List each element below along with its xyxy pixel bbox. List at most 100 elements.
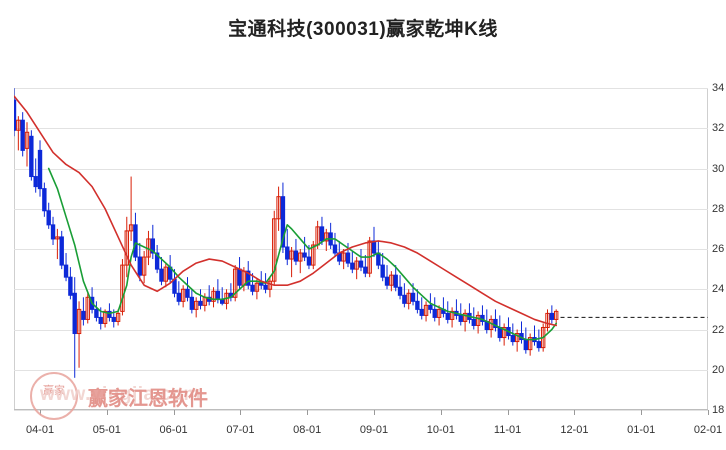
x-tick-label: 10-01 bbox=[426, 424, 455, 436]
candle bbox=[311, 240, 316, 270]
candle bbox=[50, 216, 56, 245]
candle bbox=[272, 210, 277, 286]
candle bbox=[120, 259, 125, 316]
x-tick-label: 06-01 bbox=[159, 424, 188, 436]
candle bbox=[501, 323, 507, 346]
x-tick-label: 12-01 bbox=[560, 424, 589, 436]
grid-line bbox=[14, 289, 708, 291]
x-tick-label: 05-01 bbox=[92, 424, 121, 436]
candle bbox=[545, 309, 550, 332]
y-tick-label: 26 bbox=[712, 243, 725, 255]
candle bbox=[328, 222, 333, 249]
candle bbox=[480, 305, 485, 326]
candle bbox=[519, 321, 524, 344]
candle bbox=[406, 289, 411, 310]
y-tick-label: 18 bbox=[712, 404, 725, 416]
candle bbox=[211, 287, 216, 308]
x-tick-label: 07-01 bbox=[226, 424, 255, 436]
candle bbox=[449, 307, 455, 328]
candle bbox=[380, 253, 385, 282]
candle bbox=[475, 311, 481, 334]
candle bbox=[180, 285, 186, 308]
candle bbox=[198, 289, 203, 310]
candle bbox=[393, 265, 398, 292]
candle bbox=[341, 249, 346, 270]
ma-line bbox=[14, 95, 557, 327]
x-tick-mark bbox=[708, 410, 709, 415]
candle bbox=[81, 297, 86, 326]
x-tick-mark bbox=[374, 410, 375, 415]
ma-line bbox=[47, 167, 557, 341]
candle bbox=[141, 251, 147, 284]
x-tick-mark bbox=[106, 410, 108, 415]
candle bbox=[159, 257, 164, 286]
y-tick-label: 24 bbox=[712, 283, 725, 296]
candle bbox=[536, 329, 542, 352]
candle bbox=[467, 303, 472, 324]
candle bbox=[441, 297, 446, 318]
candle bbox=[29, 130, 34, 181]
candle bbox=[471, 307, 476, 330]
x-tick-label: 11-01 bbox=[493, 424, 522, 436]
candle bbox=[493, 309, 498, 332]
candle bbox=[350, 251, 355, 274]
candle bbox=[423, 301, 429, 322]
y-tick-label: 28 bbox=[712, 202, 725, 215]
candle bbox=[415, 289, 420, 314]
candle bbox=[250, 273, 255, 296]
candle bbox=[37, 140, 43, 197]
candle bbox=[363, 255, 368, 278]
candle bbox=[55, 228, 60, 260]
candle bbox=[16, 116, 21, 151]
grid-line bbox=[14, 369, 708, 371]
x-tick-mark bbox=[240, 410, 242, 415]
candle bbox=[276, 186, 281, 231]
grid-line bbox=[14, 410, 708, 411]
x-tick-label: 08-01 bbox=[293, 424, 322, 436]
candle bbox=[76, 301, 82, 368]
chart-title: 宝通科技(300031)赢家乾坤K线 bbox=[228, 19, 498, 40]
x-tick-label: 09-01 bbox=[359, 424, 389, 436]
candle bbox=[85, 293, 90, 324]
plot-area bbox=[14, 88, 708, 411]
x-tick-label: 01-01 bbox=[627, 424, 656, 436]
candle bbox=[402, 283, 407, 308]
candle bbox=[237, 257, 242, 290]
grid-line bbox=[14, 329, 708, 331]
candle bbox=[42, 182, 47, 217]
x-tick-mark bbox=[307, 410, 309, 415]
candle bbox=[137, 242, 142, 282]
candle bbox=[94, 301, 99, 322]
grid-line bbox=[14, 128, 708, 130]
candle bbox=[246, 261, 251, 290]
candle bbox=[358, 249, 364, 272]
candle bbox=[419, 297, 424, 320]
candlestick-series bbox=[14, 88, 708, 378]
candle bbox=[298, 249, 303, 274]
y-tick-label: 22 bbox=[712, 323, 725, 336]
x-tick-mark bbox=[507, 410, 509, 415]
x-tick-label: 04-01 bbox=[25, 424, 55, 436]
candle bbox=[59, 230, 64, 270]
candle bbox=[259, 271, 264, 290]
candle bbox=[523, 327, 529, 354]
y-tick-label: 32 bbox=[712, 122, 725, 135]
candle bbox=[254, 279, 260, 300]
x-tick-mark bbox=[574, 410, 576, 415]
candle bbox=[133, 212, 138, 262]
candle bbox=[128, 176, 134, 241]
candle bbox=[163, 263, 169, 288]
candle bbox=[33, 158, 38, 193]
candle bbox=[397, 275, 403, 300]
candle bbox=[436, 305, 442, 326]
candle bbox=[46, 202, 51, 229]
candle bbox=[107, 303, 112, 322]
y-tick-label: 34 bbox=[712, 82, 725, 94]
candle bbox=[445, 301, 450, 324]
candle bbox=[319, 216, 325, 245]
grid-line bbox=[14, 208, 708, 210]
candle bbox=[150, 224, 156, 260]
candle bbox=[176, 281, 182, 306]
candle bbox=[285, 228, 290, 266]
